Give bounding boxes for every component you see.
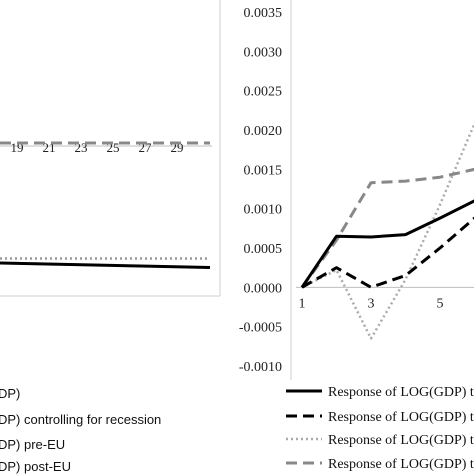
left-legend-label: DP)	[0, 386, 20, 401]
right-y-tick-label: 0.0000	[244, 281, 283, 296]
right-legend-label: Response of LOG(GDP) t	[328, 433, 474, 448]
right-series-line-4	[300, 167, 474, 289]
right-x-tick-label: 3	[368, 296, 375, 311]
right-y-tick-label: 0.0035	[244, 6, 283, 21]
left-legend-label: DP) post-EU	[0, 459, 71, 474]
right-y-tick-label: 0.0020	[244, 124, 283, 139]
right-y-tick-label: 0.0015	[244, 163, 283, 178]
left-legend-label: DP) controlling for recession	[0, 412, 161, 427]
right-y-tick-label: 0.0010	[244, 203, 283, 218]
right-y-tick-label: -0.0010	[239, 360, 282, 375]
right-x-tick-label: 1	[299, 296, 306, 311]
right-chart: 0.0035 0.0030 0.0025 0.0020 0.0015 0.0010 0.00…	[239, 0, 474, 472]
right-y-tick-label: 0.0030	[244, 45, 283, 60]
right-y-tick-label: 0.0025	[244, 85, 283, 100]
right-y-tick-label: -0.0005	[239, 321, 282, 336]
right-legend-label: Response of LOG(GDP) t	[328, 457, 474, 472]
right-legend-label: Response of LOG(GDP) t	[328, 385, 474, 400]
left-series-line-1	[0, 261, 211, 269]
right-x-tick-label: 5	[437, 296, 444, 311]
right-series-line-1	[300, 199, 474, 289]
right-series-line-3	[301, 122, 474, 340]
right-legend-label: Response of LOG(GDP) t	[328, 410, 474, 425]
left-legend-label: DP) pre-EU	[0, 437, 65, 452]
right-series-line-2	[301, 216, 474, 289]
right-y-tick-label: 0.0005	[244, 242, 283, 257]
